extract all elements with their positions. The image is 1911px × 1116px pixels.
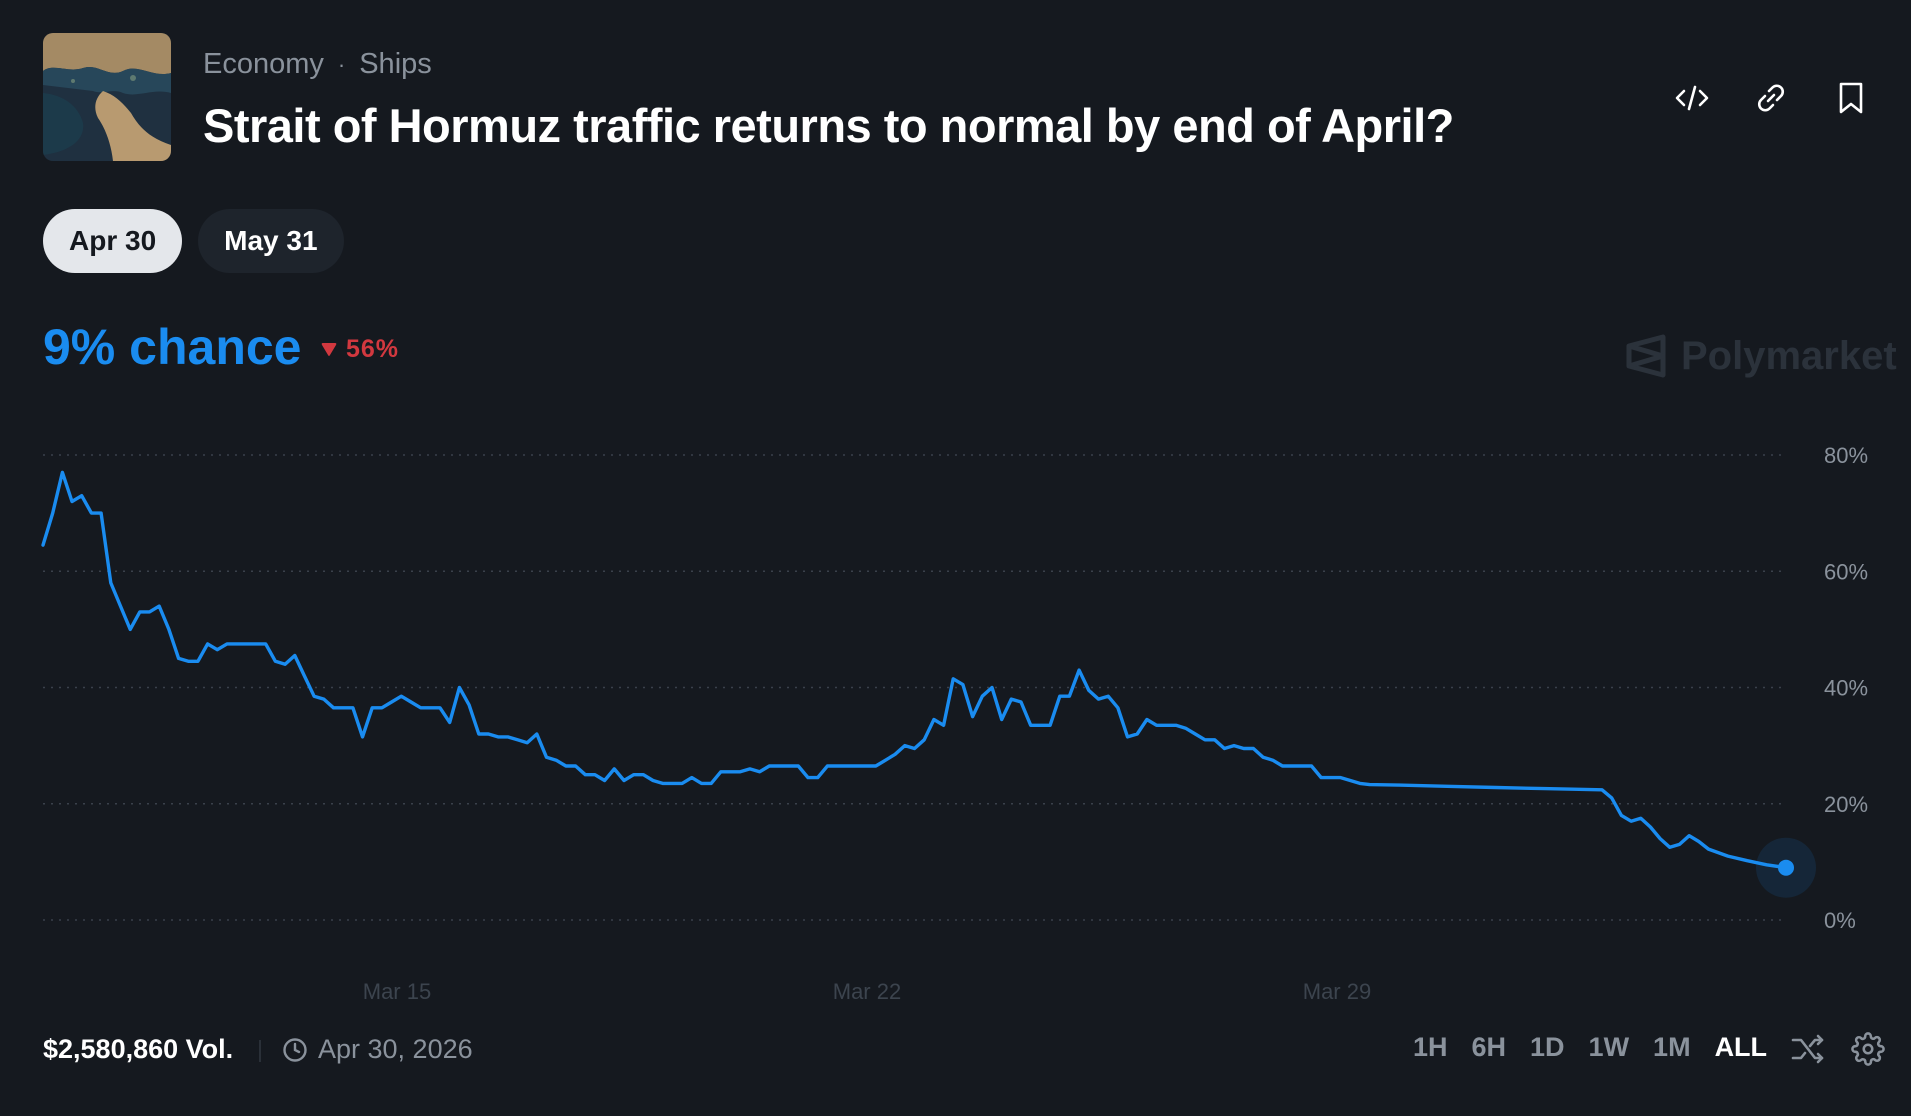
range-all[interactable]: ALL <box>1714 1032 1768 1062</box>
breadcrumb-separator: · <box>337 51 346 77</box>
brand-watermark: Polymarket <box>1625 333 1897 379</box>
x-tick-label: Mar 15 <box>363 979 431 1004</box>
breadcrumb-category[interactable]: Economy <box>203 48 324 80</box>
market-thumbnail[interactable] <box>43 33 171 161</box>
market-title: Strait of Hormuz traffic returns to norm… <box>203 99 1454 152</box>
y-tick-label: 60% <box>1824 559 1868 584</box>
shuffle-icon[interactable] <box>1790 1031 1826 1067</box>
breadcrumb-subcategory[interactable]: Ships <box>359 48 432 80</box>
range-1h[interactable]: 1H <box>1413 1032 1448 1062</box>
embed-icon[interactable] <box>1672 78 1712 118</box>
breadcrumb: Economy · Ships <box>203 48 432 81</box>
clock-icon <box>283 1037 307 1062</box>
y-tick-label: 0% <box>1824 908 1856 933</box>
tab-apr-30[interactable]: Apr 30 <box>43 209 183 273</box>
bookmark-icon[interactable] <box>1831 78 1871 118</box>
down-triangle-icon <box>321 342 337 356</box>
link-icon[interactable] <box>1751 78 1791 118</box>
chance-delta: 56% <box>320 335 399 364</box>
y-tick-label: 20% <box>1824 792 1868 817</box>
range-1w[interactable]: 1W <box>1588 1032 1630 1062</box>
brand-name: Polymarket <box>1681 333 1897 378</box>
footer-divider <box>259 1040 261 1062</box>
volume-label: $2,580,860 Vol. <box>43 1034 234 1064</box>
polymarket-logo-icon <box>1626 334 1666 378</box>
time-range-selector: 1H 6H 1D 1W 1M ALL <box>1413 1032 1791 1063</box>
chance-delta-value: 56% <box>346 335 400 363</box>
probability-line <box>41 470 1788 870</box>
end-date-value: Apr 30, 2026 <box>318 1034 473 1064</box>
range-1m[interactable]: 1M <box>1653 1032 1691 1062</box>
x-tick-label: Mar 29 <box>1303 979 1371 1004</box>
y-tick-label: 40% <box>1824 676 1868 701</box>
tab-may-31[interactable]: May 31 <box>198 209 344 273</box>
settings-gear-icon[interactable] <box>1850 1031 1886 1067</box>
chance-value: 9% chance <box>43 319 302 375</box>
outcome-tabs: Apr 30 May 31 <box>43 209 344 273</box>
y-tick-label: 80% <box>1824 443 1868 468</box>
strait-map-image <box>43 33 171 161</box>
current-point <box>1778 859 1794 876</box>
x-tick-label: Mar 22 <box>833 979 901 1004</box>
end-date: Apr 30, 2026 <box>282 1034 473 1065</box>
range-6h[interactable]: 6H <box>1471 1032 1507 1062</box>
range-1d[interactable]: 1D <box>1530 1032 1565 1062</box>
